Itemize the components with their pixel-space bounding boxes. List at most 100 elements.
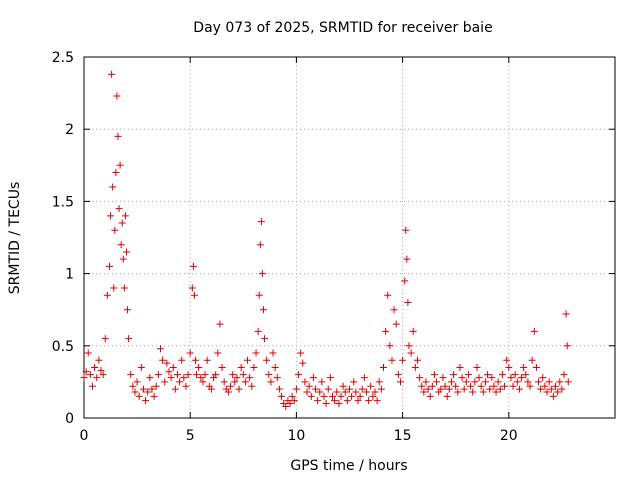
x-tick-label: 0 — [80, 428, 89, 444]
data-point — [486, 385, 494, 393]
data-point — [501, 382, 509, 390]
data-points — [80, 70, 572, 410]
y-tick-label: 1.5 — [52, 194, 74, 210]
data-point — [439, 374, 447, 382]
data-point — [375, 378, 383, 386]
data-point — [312, 385, 320, 393]
data-point — [189, 262, 197, 270]
plot-frame — [83, 56, 616, 419]
data-point — [235, 385, 243, 393]
x-tick-labels: 0 5 10 15 20 — [80, 428, 518, 444]
data-point — [515, 385, 523, 393]
data-point — [288, 392, 296, 400]
chart-title: Day 073 of 2025, SRMTID for receiver bai… — [193, 20, 492, 36]
data-point — [239, 371, 247, 379]
data-point — [273, 374, 281, 382]
y-tick-labels: 0 0.5 1 1.5 2 2.5 — [52, 50, 74, 427]
data-point — [496, 385, 504, 393]
data-point — [447, 378, 455, 386]
data-point — [488, 374, 496, 382]
data-point — [171, 385, 179, 393]
data-point — [154, 371, 162, 379]
data-point — [416, 374, 424, 382]
data-point — [97, 366, 105, 374]
data-point — [80, 374, 88, 382]
data-point — [402, 226, 410, 234]
data-point — [528, 356, 536, 364]
data-point — [545, 378, 553, 386]
data-point — [409, 327, 417, 335]
data-point — [84, 349, 92, 357]
data-point — [244, 356, 252, 364]
data-point — [212, 371, 220, 379]
data-point — [173, 371, 181, 379]
data-point — [278, 392, 286, 400]
data-point — [377, 385, 385, 393]
data-point — [524, 378, 532, 386]
data-point — [267, 378, 275, 386]
data-point — [258, 270, 266, 278]
data-point — [103, 291, 111, 299]
y-tick-label: 0 — [65, 411, 74, 427]
data-point — [261, 335, 269, 343]
data-point — [443, 392, 451, 400]
data-point — [430, 371, 438, 379]
data-point — [286, 400, 294, 408]
data-point — [403, 255, 411, 263]
data-point — [124, 306, 132, 314]
data-point — [333, 388, 341, 396]
data-point — [503, 356, 511, 364]
data-point — [231, 378, 239, 386]
data-point — [133, 378, 141, 386]
data-point — [237, 363, 245, 371]
data-point — [113, 92, 121, 100]
data-point — [303, 388, 311, 396]
data-point — [82, 368, 90, 376]
data-point — [424, 385, 432, 393]
data-point — [543, 388, 551, 396]
data-point — [265, 371, 273, 379]
data-point — [182, 382, 190, 390]
data-point — [180, 374, 188, 382]
data-point — [511, 371, 519, 379]
data-point — [207, 385, 215, 393]
data-point — [201, 371, 209, 379]
data-point — [93, 374, 101, 382]
data-point — [188, 284, 196, 292]
data-point — [411, 363, 419, 371]
data-point — [539, 374, 547, 382]
y-tick-label: 0.5 — [52, 339, 74, 355]
data-point — [88, 382, 96, 390]
data-point — [159, 356, 167, 364]
data-point — [275, 385, 283, 393]
data-point — [343, 397, 351, 405]
data-point — [108, 70, 116, 78]
data-point — [299, 359, 307, 367]
x-tick-label: 10 — [287, 428, 305, 444]
data-point — [535, 378, 543, 386]
data-point — [178, 356, 186, 364]
data-point — [509, 382, 517, 390]
data-point — [152, 382, 160, 390]
data-point — [324, 385, 332, 393]
data-point — [297, 349, 305, 357]
data-point — [473, 363, 481, 371]
data-point — [507, 374, 515, 382]
data-point — [558, 385, 566, 393]
data-point — [117, 241, 125, 249]
data-point — [135, 392, 143, 400]
data-point — [452, 382, 460, 390]
data-point — [477, 382, 485, 390]
data-point — [337, 392, 345, 400]
data-point — [220, 378, 228, 386]
y-axis-label: SRMTID / TECUs — [7, 182, 23, 295]
data-point — [322, 400, 330, 408]
x-tick-label: 15 — [394, 428, 412, 444]
data-point — [119, 255, 127, 263]
data-point — [176, 378, 184, 386]
data-point — [146, 374, 154, 382]
data-point — [426, 392, 434, 400]
data-point — [114, 132, 122, 140]
data-point — [101, 335, 109, 343]
data-point — [346, 385, 353, 393]
